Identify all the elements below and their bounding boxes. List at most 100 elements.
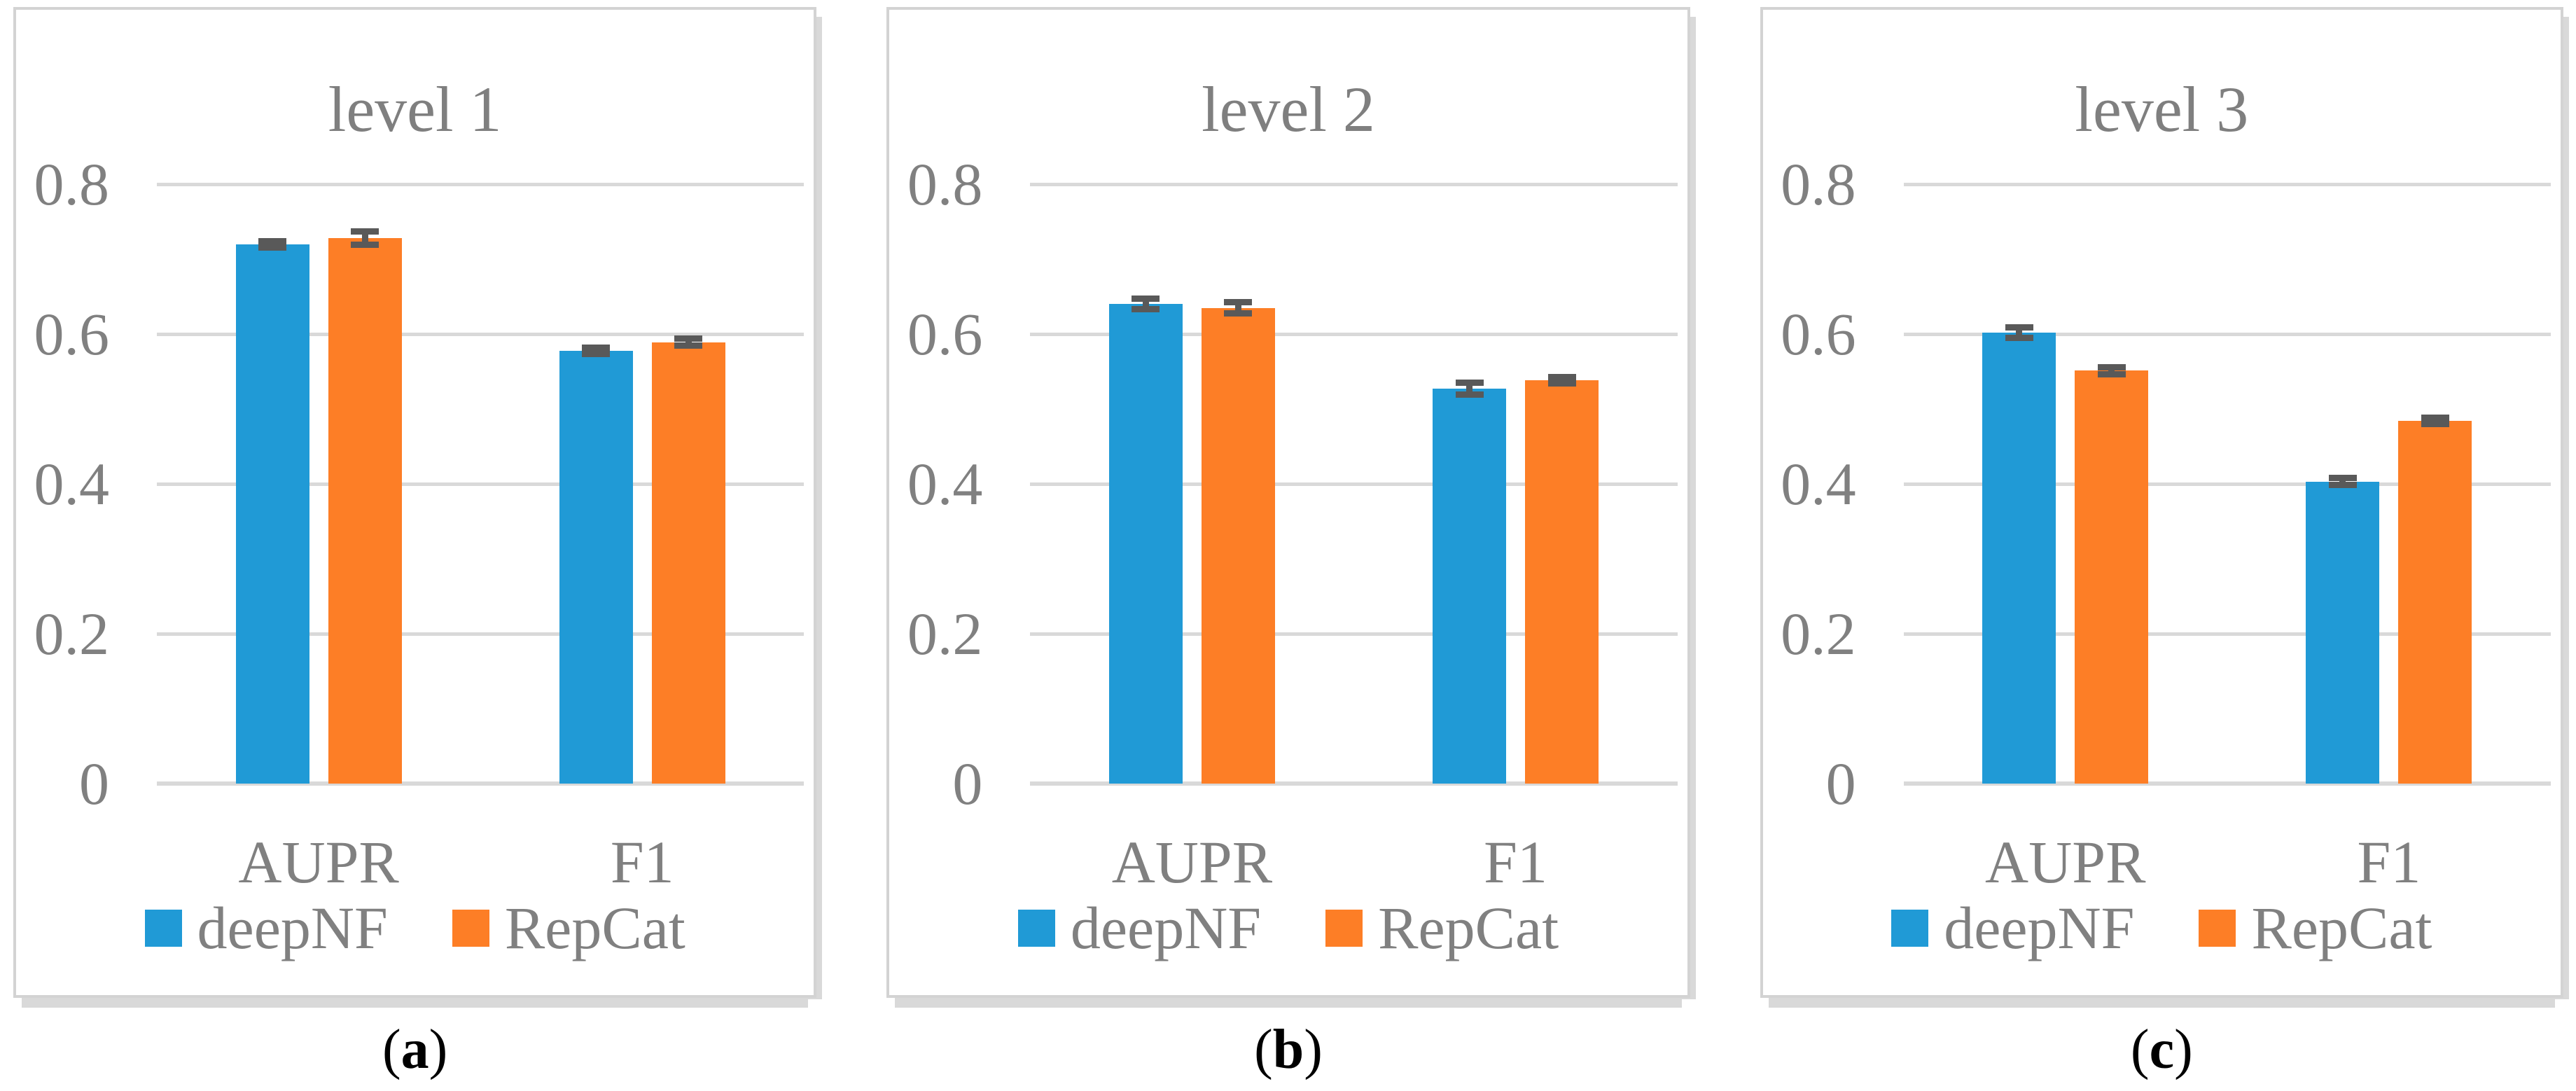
error-bar-stem <box>1466 380 1473 398</box>
error-bar-cap-bottom <box>1224 310 1253 317</box>
panel-caption: (b) <box>886 1019 1690 1080</box>
error-bar <box>674 335 703 349</box>
y-tick-label: 0.4 <box>1781 450 1856 517</box>
y-tick-label: 0 <box>1825 750 1856 817</box>
caption-letter: b <box>1272 1019 1304 1080</box>
y-tick-label: 0.8 <box>907 151 983 218</box>
category-label-aupr: AUPR <box>1985 828 2146 896</box>
legend: deepNF RepCat <box>1763 898 2561 958</box>
gridline <box>1030 333 1678 336</box>
plot-area: 0 0.2 0.4 0.6 0.8 <box>907 154 1678 814</box>
error-bar-cap-bottom <box>1132 305 1160 312</box>
gridline <box>157 333 805 336</box>
error-bar-cap-bottom <box>674 342 703 349</box>
panel-caption: (a) <box>13 1019 816 1080</box>
error-bar <box>1132 296 1160 312</box>
bars-layer <box>1030 184 1677 784</box>
error-bar-cap-bottom <box>582 350 611 357</box>
error-bar <box>2097 363 2126 378</box>
legend-swatch-icon <box>1325 909 1363 947</box>
legend-swatch-icon <box>1891 909 1929 947</box>
legend-swatch-icon <box>2199 909 2236 947</box>
bar-repcat-f1 <box>2398 415 2472 784</box>
error-bar-stem <box>361 228 368 248</box>
y-tick-label: 0.6 <box>907 300 983 368</box>
chart-panel-level-3: level 3 0 0.2 0.4 0.6 0.8 AUPR F1 deepNF RepCa… <box>1760 7 2563 998</box>
error-bar-stem <box>2339 475 2346 489</box>
error-bar <box>1455 380 1484 398</box>
legend: deepNF RepCat <box>889 898 1687 958</box>
y-tick-label: 0.2 <box>907 600 983 667</box>
bars-layer <box>157 184 804 784</box>
error-bar <box>2005 324 2033 341</box>
gridline <box>157 632 805 636</box>
y-tick-label: 0.4 <box>34 450 110 517</box>
gridline <box>1903 183 2551 186</box>
error-bar-stem <box>1234 298 1241 317</box>
legend: deepNF RepCat <box>16 898 814 958</box>
error-bar-cap-bottom <box>1455 391 1484 398</box>
caption-letter: a <box>401 1019 429 1080</box>
category-label-f1: F1 <box>1484 828 1547 896</box>
error-bar-cap-bottom <box>2005 334 2033 341</box>
category-group-aupr <box>157 184 480 784</box>
panel-caption: (c) <box>1760 1019 2563 1080</box>
y-tick-label: 0.6 <box>34 300 110 368</box>
gridline <box>1903 333 2551 336</box>
category-label-aupr: AUPR <box>238 828 399 896</box>
caption-paren-open: ( <box>382 1019 401 1080</box>
y-tick-label: 0.2 <box>1781 600 1856 667</box>
legend-label: RepCat <box>1378 894 1559 961</box>
category-label-f1: F1 <box>2357 828 2421 896</box>
error-bar-stem <box>685 335 692 349</box>
bar-repcat-aupr <box>328 228 402 784</box>
legend-item-deepnf: deepNF <box>144 894 388 961</box>
legend-item-repcat: RepCat <box>452 898 685 958</box>
category-group-aupr <box>1904 184 2227 784</box>
y-tick-label: 0.2 <box>34 600 110 667</box>
caption-paren-close: ) <box>2174 1019 2193 1080</box>
bar-deepnf-aupr <box>1108 296 1183 784</box>
y-tick-label: 0 <box>952 750 983 817</box>
error-bar-cap-bottom <box>1547 380 1576 387</box>
error-bar <box>1224 298 1253 317</box>
chart-panel-level-2: level 2 0 0.2 0.4 0.6 0.8 AUPR F1 deepNF RepCa… <box>886 7 1690 998</box>
legend-swatch-icon <box>1017 909 1055 947</box>
legend-item-repcat: RepCat <box>1325 898 1559 958</box>
legend-label: deepNF <box>197 894 388 961</box>
caption-paren-close: ) <box>1304 1019 1323 1080</box>
legend-swatch-icon <box>452 909 489 947</box>
gridline <box>1030 183 1678 186</box>
chart-title: level 3 <box>2075 74 2249 145</box>
legend-label: RepCat <box>504 894 685 961</box>
legend-label: RepCat <box>2251 894 2432 961</box>
category-labels: AUPR F1 <box>157 828 804 897</box>
bar-repcat-f1 <box>1525 374 1599 784</box>
category-label-aupr: AUPR <box>1111 828 1273 896</box>
error-bar <box>2328 475 2357 489</box>
error-bar-stem <box>2016 324 2023 341</box>
category-group-f1 <box>480 184 804 784</box>
error-bar <box>1547 374 1576 387</box>
y-tick-label: 0.8 <box>34 151 110 218</box>
error-bar-stem <box>1142 296 1149 312</box>
panel-wrap-c: level 3 0 0.2 0.4 0.6 0.8 AUPR F1 deepNF RepCa… <box>1760 7 2563 1091</box>
category-label-f1: F1 <box>610 828 674 896</box>
error-bar-cap-bottom <box>2328 482 2357 489</box>
category-group-f1 <box>1354 184 1678 784</box>
y-tick-label: 0 <box>79 750 109 817</box>
error-bar-cap-bottom <box>2421 421 2449 428</box>
chart-title: level 2 <box>1202 74 1375 145</box>
bar-repcat-f1 <box>651 335 725 784</box>
error-bar-stem <box>2108 363 2115 378</box>
error-bar-cap-bottom <box>258 244 287 251</box>
category-labels: AUPR F1 <box>1904 828 2551 897</box>
bars-layer <box>1904 184 2551 784</box>
plot-area: 0 0.2 0.4 0.6 0.8 <box>1781 154 2551 814</box>
plot-area: 0 0.2 0.4 0.6 0.8 <box>34 154 805 814</box>
x-axis-line <box>1030 781 1678 786</box>
legend-swatch-icon <box>144 909 182 947</box>
error-bar-cap-bottom <box>2097 371 2126 378</box>
legend-item-deepnf: deepNF <box>1017 898 1261 958</box>
